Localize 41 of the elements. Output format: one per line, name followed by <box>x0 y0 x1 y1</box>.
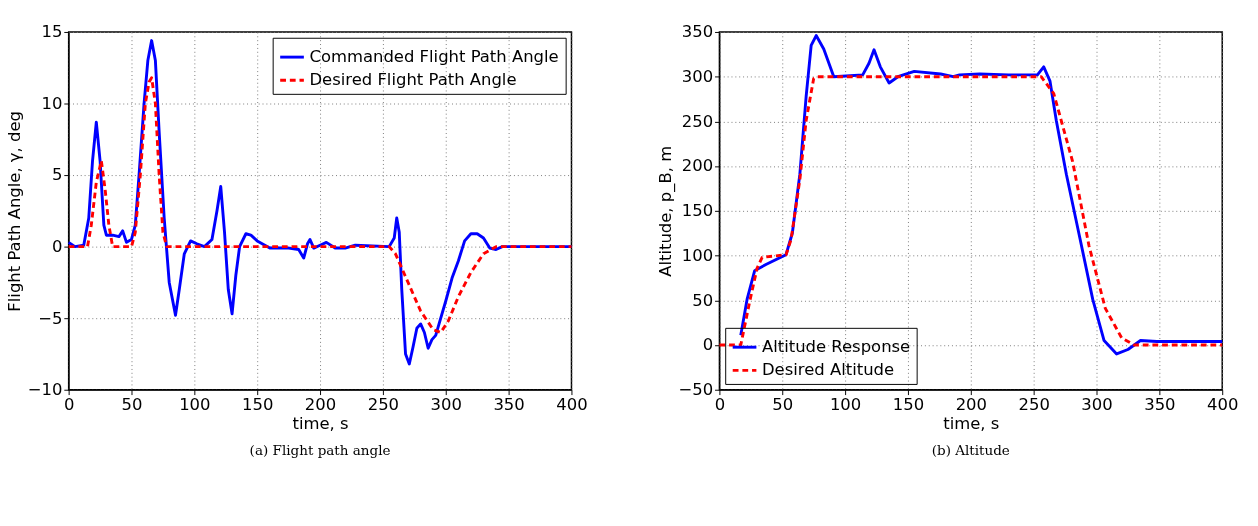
y-tick-label: 200 <box>681 156 714 176</box>
x-tick-label: 250 <box>367 394 400 414</box>
x-tick-label: 250 <box>1018 394 1050 414</box>
x-tick-label: 100 <box>179 394 211 414</box>
x-tick-label: 350 <box>493 394 525 414</box>
y-tick-label: 15 <box>41 22 63 42</box>
x-tick-label: 150 <box>242 394 274 414</box>
y-axis-title: Flight Path Angle, γ, deg <box>4 111 24 312</box>
x-tick-label: 300 <box>1081 394 1113 414</box>
x-tick-label: 50 <box>772 394 794 414</box>
x-tick-label: 400 <box>1207 394 1239 414</box>
y-axis-title: Altitude, p_B, m <box>655 145 676 277</box>
y-tick-label: 5 <box>51 165 63 185</box>
y-tick-label: 250 <box>681 111 714 131</box>
x-tick-label: 200 <box>304 394 337 414</box>
text: (a) Flight path angle <box>249 442 391 459</box>
y-tick-label: −10 <box>27 380 63 400</box>
x-axis-title: time, s <box>292 413 349 433</box>
y-tick-label: 0 <box>51 236 63 256</box>
x-tick-label: 300 <box>430 394 462 414</box>
legend-label: Altitude Response <box>761 337 911 357</box>
x-axis-title: time, s <box>943 413 1000 433</box>
x-tick-label: 50 <box>121 394 143 414</box>
x-tick-label: 350 <box>1144 394 1176 414</box>
y-tick-label: 350 <box>681 22 714 42</box>
y-tick-label: 300 <box>681 67 714 87</box>
x-tick-label: 100 <box>829 394 862 414</box>
text: (b) Altitude <box>931 442 1010 459</box>
y-tick-label: 150 <box>681 201 714 221</box>
y-tick-label: 50 <box>692 290 714 310</box>
x-tick-label: 400 <box>556 394 588 414</box>
x-tick-label: 200 <box>955 394 987 414</box>
legend-label: Commanded Flight Path Angle <box>309 46 559 66</box>
y-tick-label: −5 <box>38 308 63 328</box>
y-tick-label: 0 <box>702 335 714 355</box>
legend-label: Desired Flight Path Angle <box>309 70 517 90</box>
y-tick-label: 10 <box>41 93 63 113</box>
y-tick-label: −50 <box>678 380 714 400</box>
y-tick-label: 100 <box>681 245 714 265</box>
x-tick-label: 150 <box>892 394 925 414</box>
legend-label: Desired Altitude <box>761 360 895 380</box>
